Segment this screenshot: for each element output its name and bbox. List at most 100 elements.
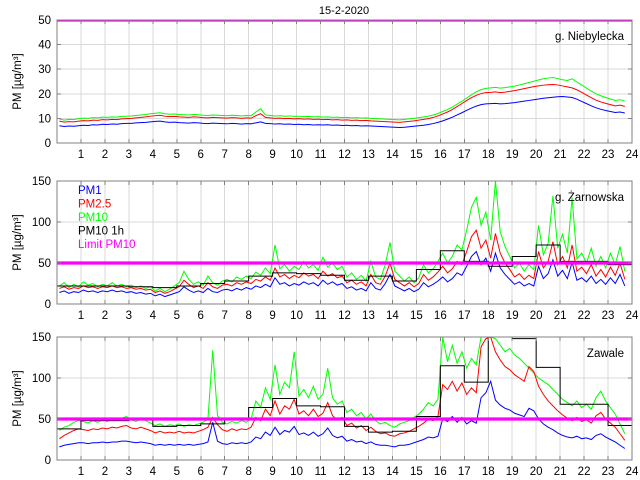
x-tick-label: 15 — [410, 310, 423, 322]
x-tick-label: 17 — [458, 310, 471, 322]
x-tick-label: 4 — [150, 149, 157, 161]
x-tick-label: 20 — [530, 466, 543, 478]
series-pm10 — [59, 77, 625, 121]
x-tick-label: 5 — [174, 310, 180, 322]
x-tick-label: 18 — [482, 466, 495, 478]
x-tick-label: 21 — [554, 310, 567, 322]
station-label-3: Zawale — [587, 348, 624, 360]
x-tick-label: 13 — [362, 466, 375, 478]
figure-title: 15-2-2020 — [319, 5, 369, 17]
plot-area-1 — [57, 20, 632, 129]
series-pm10 — [59, 181, 626, 293]
x-tick-label: 24 — [626, 466, 639, 478]
x-tick-label: 11 — [315, 466, 327, 478]
plot-area-2 — [57, 181, 632, 298]
x-tick-label: 21 — [554, 149, 567, 161]
y-tick-label: 50 — [38, 414, 51, 426]
y-axis-label: PM [µg/m³] — [12, 53, 24, 109]
x-tick-label: 2 — [102, 310, 108, 322]
x-tick-label: 16 — [434, 310, 447, 322]
y-tick-label: 40 — [38, 40, 51, 52]
x-tick-label: 23 — [602, 466, 615, 478]
x-tick-label: 12 — [338, 310, 351, 322]
x-tick-label: 13 — [362, 310, 375, 322]
y-tick-label: 100 — [32, 217, 51, 229]
x-tick-label: 13 — [362, 149, 375, 161]
x-tick-label: 8 — [245, 149, 251, 161]
y-tick-label: 0 — [45, 138, 51, 150]
series-pm25 — [59, 83, 625, 123]
x-tick-label: 20 — [530, 310, 543, 322]
series-pm25 — [59, 229, 626, 294]
x-tick-label: 15 — [410, 149, 423, 161]
x-tick-label: 18 — [482, 310, 495, 322]
series-pm10 — [59, 337, 626, 434]
legend-item-limit: Limit PM10 — [78, 239, 136, 251]
x-tick-label: 9 — [269, 466, 275, 478]
x-tick-label: 5 — [174, 149, 180, 161]
x-tick-label: 11 — [315, 149, 327, 161]
x-tick-label: 6 — [198, 310, 204, 322]
x-tick-label: 16 — [434, 466, 447, 478]
x-tick-label: 20 — [530, 149, 543, 161]
x-tick-label: 18 — [482, 149, 495, 161]
x-tick-label: 9 — [269, 310, 275, 322]
x-tick-label: 22 — [578, 310, 591, 322]
y-axis-label: PM [µg/m³] — [12, 370, 24, 426]
plot-area-3 — [57, 337, 632, 449]
x-tick-label: 4 — [150, 466, 157, 478]
x-tick-label: 15 — [410, 466, 423, 478]
y-axis-label: PM [µg/m³] — [12, 214, 24, 270]
x-tick-label: 3 — [126, 149, 132, 161]
x-tick-label: 7 — [222, 310, 228, 322]
x-tick-label: 22 — [578, 149, 591, 161]
x-tick-label: 10 — [290, 149, 303, 161]
x-tick-label: 10 — [290, 466, 303, 478]
x-tick-label: 7 — [222, 149, 228, 161]
x-tick-label: 1 — [78, 310, 84, 322]
x-tick-label: 14 — [386, 149, 399, 161]
y-tick-label: 150 — [32, 176, 51, 188]
legend-item-pm25: PM2.5 — [78, 199, 111, 211]
x-tick-label: 23 — [602, 310, 615, 322]
series-pm10-1h — [57, 244, 632, 289]
x-tick-label: 1 — [78, 466, 84, 478]
series-pm1 — [59, 379, 626, 449]
x-tick-label: 24 — [626, 149, 639, 161]
y-tick-label: 50 — [38, 15, 51, 27]
x-tick-label: 4 — [150, 310, 157, 322]
x-tick-label: 17 — [458, 466, 471, 478]
y-tick-label: 50 — [38, 258, 51, 270]
x-tick-label: 5 — [174, 466, 180, 478]
x-tick-label: 24 — [626, 310, 639, 322]
x-tick-label: 22 — [578, 466, 591, 478]
x-tick-label: 6 — [198, 466, 204, 478]
series-pm10-1h — [57, 337, 632, 433]
x-tick-label: 9 — [269, 149, 275, 161]
y-tick-label: 150 — [32, 332, 51, 344]
legend-item-pm10: PM10 — [78, 212, 108, 224]
y-tick-label: 0 — [45, 455, 51, 467]
x-tick-label: 10 — [290, 310, 303, 322]
y-tick-label: 20 — [38, 89, 51, 101]
series-pm1 — [59, 96, 625, 129]
legend-item-pm1: PM1 — [78, 185, 102, 197]
series-pm25 — [59, 337, 626, 441]
y-tick-label: 100 — [32, 373, 51, 385]
x-tick-label: 16 — [434, 149, 447, 161]
x-tick-label: 8 — [245, 466, 251, 478]
x-tick-label: 2 — [102, 466, 108, 478]
x-tick-label: 23 — [602, 149, 615, 161]
y-tick-label: 0 — [45, 299, 51, 311]
x-tick-label: 21 — [554, 466, 567, 478]
station-label-2: g. Żarnowska — [555, 191, 625, 204]
x-tick-label: 12 — [338, 149, 351, 161]
x-tick-label: 14 — [386, 466, 399, 478]
x-tick-label: 2 — [102, 149, 108, 161]
